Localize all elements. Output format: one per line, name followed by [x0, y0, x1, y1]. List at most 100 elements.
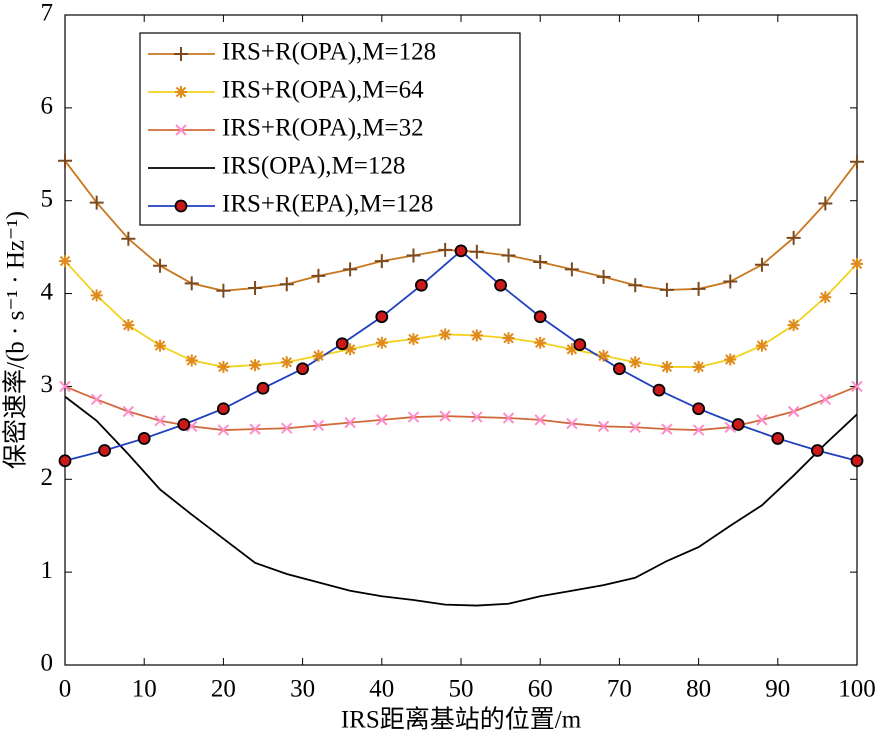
marker-x: [756, 414, 768, 426]
marker-plus: [596, 269, 611, 284]
marker-plus: [754, 257, 769, 272]
marker-plus: [174, 47, 188, 61]
marker-circle: [573, 338, 587, 352]
series-line: [64, 395, 858, 607]
marker-x: [851, 380, 863, 393]
marker-circle: [335, 337, 349, 351]
marker-plus: [438, 242, 453, 257]
marker-star: [280, 356, 293, 369]
marker-star: [565, 343, 578, 356]
marker-x: [344, 416, 356, 429]
marker-x: [597, 420, 610, 433]
marker-circle: [58, 454, 72, 468]
marker-circle: [613, 362, 626, 376]
marker-plus: [533, 255, 548, 269]
marker-star: [375, 336, 388, 349]
marker-x: [661, 423, 673, 435]
marker-circle: [652, 383, 666, 397]
marker-star: [59, 255, 71, 268]
marker-circle: [692, 402, 705, 416]
marker-plus: [121, 231, 136, 246]
marker-x: [217, 424, 230, 436]
legend-label: IRS(OPA),M=128: [222, 153, 405, 180]
marker-plus: [406, 248, 421, 263]
x-tick-label: 10: [132, 676, 157, 703]
marker-plus: [343, 262, 358, 277]
x-tick-label: 20: [211, 676, 236, 703]
x-tick-label: 90: [765, 676, 790, 703]
marker-x: [154, 415, 166, 427]
x-axis-label: IRS距离基站的位置/m: [341, 706, 582, 734]
legend-label: IRS+R(OPA),M=64: [222, 77, 424, 104]
marker-plus: [501, 248, 516, 263]
marker-star: [755, 339, 768, 352]
marker-star: [470, 329, 483, 342]
marker-circle: [177, 418, 191, 431]
marker-circle: [137, 432, 151, 445]
marker-star: [344, 343, 357, 356]
marker-plus: [311, 268, 326, 283]
marker-plus: [691, 281, 706, 296]
marker-x: [819, 393, 832, 406]
marker-x: [281, 422, 293, 434]
marker-plus: [469, 244, 484, 259]
marker-star: [439, 328, 452, 341]
y-tick-label: 2: [41, 464, 54, 491]
marker-star: [597, 349, 610, 362]
legend-box: [139, 32, 521, 226]
marker-circle: [98, 444, 111, 457]
marker-plus: [153, 258, 168, 273]
marker-circle: [454, 244, 468, 258]
x-tick-label: 50: [449, 676, 474, 703]
marker-circle: [850, 454, 864, 468]
marker-circle: [533, 310, 547, 324]
marker-circle: [771, 432, 785, 445]
marker-star: [629, 356, 642, 369]
x-tick-label: 100: [838, 676, 876, 703]
legend-label: IRS+R(EPA),M=128: [222, 191, 433, 218]
marker-star: [692, 360, 705, 373]
marker-circle: [494, 278, 508, 292]
marker-star: [249, 359, 262, 372]
marker-x: [566, 417, 578, 430]
marker-x: [175, 124, 187, 136]
marker-star: [175, 86, 187, 98]
marker-x: [692, 424, 705, 436]
x-tick-label: 40: [369, 676, 394, 703]
marker-circle: [375, 310, 389, 324]
y-tick-label: 0: [41, 650, 54, 677]
marker-star: [217, 360, 230, 373]
marker-star: [819, 291, 832, 304]
marker-star: [787, 319, 800, 332]
marker-star: [724, 353, 737, 366]
marker-circle: [414, 278, 428, 292]
marker-plus: [248, 281, 263, 295]
marker-plus: [89, 195, 104, 210]
marker-plus: [723, 274, 738, 289]
marker-x: [534, 414, 546, 426]
marker-plus: [279, 277, 294, 292]
marker-plus: [628, 278, 643, 293]
legend-label: IRS+R(OPA),M=128: [222, 39, 436, 66]
marker-plus: [564, 262, 579, 277]
x-tick-label: 60: [528, 676, 553, 703]
series-line: [64, 260, 858, 368]
y-tick-label: 1: [41, 557, 54, 584]
marker-plus: [216, 283, 231, 298]
y-axis-label: 保密速率/(b · s⁻¹ · Hz⁻¹): [2, 211, 30, 469]
marker-plus: [58, 153, 72, 168]
marker-circle: [174, 199, 188, 213]
marker-circle: [296, 362, 310, 376]
y-tick-label: 3: [41, 371, 54, 398]
series-line: [64, 385, 858, 431]
marker-star: [312, 349, 325, 362]
marker-star: [851, 257, 863, 270]
marker-plus: [850, 154, 864, 169]
marker-x: [629, 421, 641, 433]
marker-x: [59, 380, 71, 393]
marker-plus: [786, 230, 801, 245]
marker-x: [407, 411, 420, 423]
marker-circle: [216, 402, 230, 416]
marker-star: [90, 289, 103, 302]
